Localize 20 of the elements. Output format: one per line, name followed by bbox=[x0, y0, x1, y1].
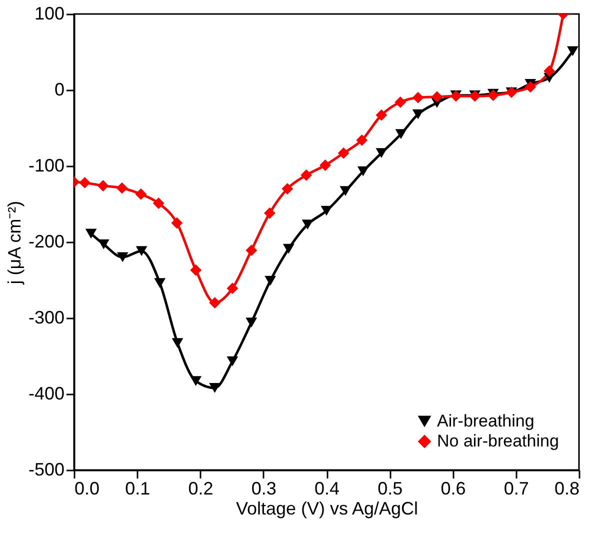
x-axis-title: Voltage (V) vs Ag/AgCl bbox=[236, 498, 418, 518]
y-tick-label: -200 bbox=[28, 232, 64, 252]
x-tick-label: 0.4 bbox=[314, 478, 340, 498]
y-tick-label: -400 bbox=[28, 384, 64, 404]
y-tick-label: -300 bbox=[28, 308, 64, 328]
x-tick-label: 0.5 bbox=[378, 478, 403, 498]
x-tick-label: 0.2 bbox=[188, 478, 214, 498]
x-tick-label: 0.1 bbox=[125, 478, 150, 498]
x-tick-label: 0.0 bbox=[74, 478, 100, 498]
x-tick-label: 0.8 bbox=[554, 478, 580, 498]
y-tick-label: 100 bbox=[34, 4, 64, 24]
x-tick-label: 0.7 bbox=[504, 478, 529, 498]
y-tick-label: -500 bbox=[28, 460, 64, 480]
x-tick-label: 0.6 bbox=[440, 478, 466, 498]
y-tick-label: -100 bbox=[28, 156, 64, 176]
x-tick-label: 0.3 bbox=[251, 478, 276, 498]
y-tick-label: 0 bbox=[54, 80, 64, 100]
legend-label: No air-breathing bbox=[437, 432, 559, 450]
legend-label: Air-breathing bbox=[437, 412, 534, 430]
y-axis-title: j (μA cm⁻²) bbox=[4, 200, 24, 286]
